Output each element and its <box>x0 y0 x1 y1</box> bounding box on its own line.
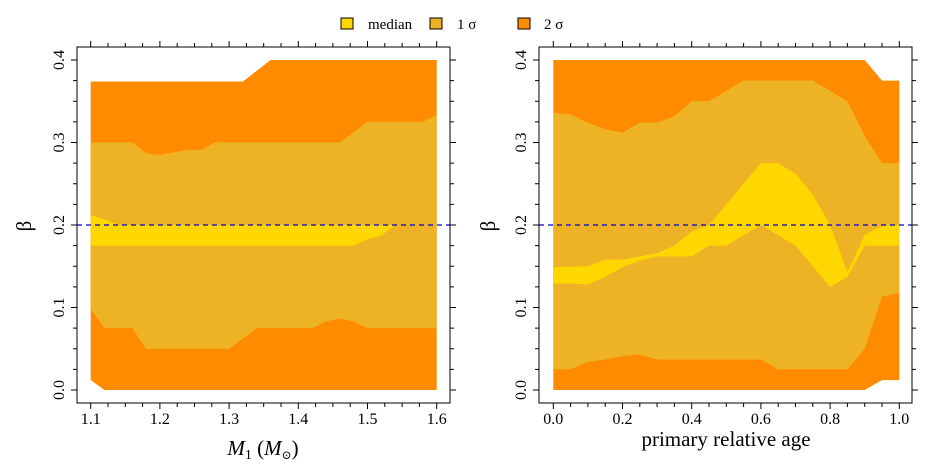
left-panel-mass: 1.1 1.2 1.3 1.4 1.5 1.6 0.0 0.1 0.2 0.3 0.4 β M1 (… <box>12 41 456 463</box>
legend: median 1 σ 2 σ <box>340 17 563 33</box>
y-tick-label: 0.0 <box>513 380 530 400</box>
x-tick-label: 1.6 <box>427 411 447 428</box>
x-axis-title: primary relative age <box>641 427 810 451</box>
x-tick-label: 0.6 <box>751 411 771 428</box>
x-tick-label: 0.0 <box>543 411 563 428</box>
legend-label-median: median <box>368 17 413 33</box>
x-tick-label: 1.2 <box>150 411 170 428</box>
confidence-bands <box>553 60 900 390</box>
x-tick-label: 1.4 <box>288 411 308 428</box>
y-tick-label: 0.1 <box>513 298 530 318</box>
x-tick-label: 0.8 <box>820 411 840 428</box>
legend-label-2sigma: 2 σ <box>544 17 563 33</box>
x-tick-label: 1.5 <box>358 411 378 428</box>
axes: 0.0 0.2 0.4 0.6 0.8 1.0 0.0 0.1 0.2 0.3 0.4 <box>513 41 918 428</box>
band-median <box>553 163 900 287</box>
y-tick-label: 0.3 <box>513 133 530 153</box>
y-tick-label: 0.3 <box>51 133 68 153</box>
y-tick-label: 0.4 <box>513 50 530 70</box>
right-panel-age: 0.0 0.2 0.4 0.6 0.8 1.0 0.0 0.1 0.2 0.3 0.4 β prim… <box>476 41 918 451</box>
y-tick-label: 0.4 <box>51 50 68 70</box>
y-tick-label: 0.0 <box>51 380 68 400</box>
x-tick-label: 0.2 <box>613 411 633 428</box>
legend-label-1sigma: 1 σ <box>457 17 476 33</box>
band-median <box>90 215 437 246</box>
legend-swatch-median <box>340 17 354 30</box>
y-axis-title: β <box>12 221 36 232</box>
x-tick-label: 1.3 <box>219 411 239 428</box>
legend-swatch-1sigma <box>429 17 443 30</box>
x-tick-label: 1.1 <box>81 411 101 428</box>
y-axis-title: β <box>476 221 500 232</box>
confidence-bands <box>90 60 437 390</box>
x-tick-label: 1.0 <box>889 411 909 428</box>
y-tick-label: 0.2 <box>51 215 68 235</box>
legend-swatch-2sigma <box>517 17 531 30</box>
axes: 1.1 1.2 1.3 1.4 1.5 1.6 0.0 0.1 0.2 0.3 0.4 <box>51 41 456 428</box>
y-tick-label: 0.2 <box>513 215 530 235</box>
x-tick-label: 0.4 <box>682 411 702 428</box>
x-axis-title: M1 (M⊙) <box>226 436 298 463</box>
y-tick-label: 0.1 <box>51 298 68 318</box>
